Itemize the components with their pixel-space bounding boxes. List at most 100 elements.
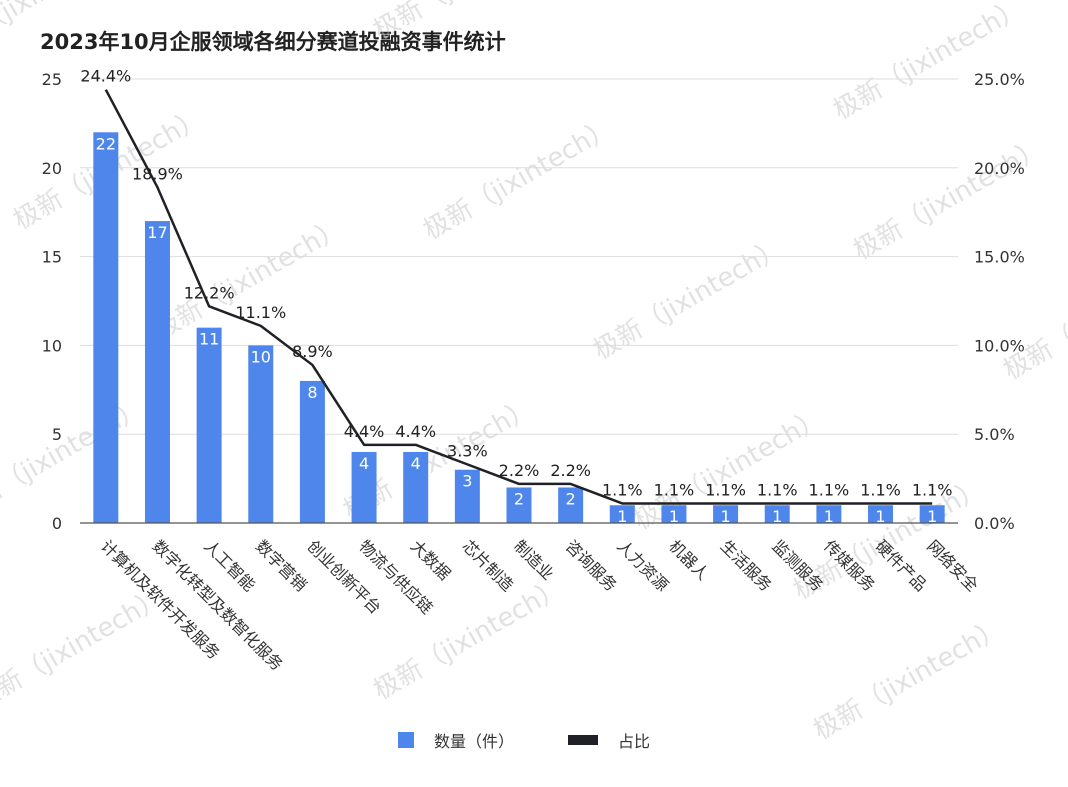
left-y-axis: 0 5 10 15 20 25 [42,70,62,533]
share-value-label: 1.1% [602,480,643,499]
bar-value-label: 1 [669,507,679,526]
share-value-label: 3.3% [447,441,488,460]
bar[interactable] [196,327,222,523]
watermark-text: 极新（jixintech） [589,233,790,366]
bar[interactable] [816,505,842,523]
legend-item-count[interactable]: 数量（件） [398,728,514,752]
watermark-text: 极新（jixintech） [0,583,169,716]
watermark-text: 极新（jixintech） [369,0,570,46]
x-category-label: 人力资源 [613,536,672,595]
bar-value-label: 2 [514,489,524,508]
share-value-label: 24.4% [80,67,131,86]
share-value-label: 2.2% [499,461,540,480]
watermark-text: 极新（jixintech） [689,0,890,6]
share-value-label: 4.4% [344,422,385,441]
bar-series [93,132,945,523]
share-value-label: 2.2% [550,461,591,480]
share-value-label: 8.9% [292,342,333,361]
bar-value-label: 4 [411,454,421,473]
bar[interactable] [248,345,274,523]
x-category-label: 生活服务 [717,536,776,595]
bar-value-label: 8 [307,383,317,402]
bar-value-label: 2 [566,489,576,508]
left-axis-tick: 0 [52,514,62,533]
gridlines [80,78,958,435]
watermark-text: 极新（jixintech） [809,613,1010,746]
share-value-label: 4.4% [395,422,436,441]
share-value-label: 11.1% [235,303,286,322]
line-series [104,89,933,505]
bar-value-label: 3 [462,472,472,491]
bar-value-label: 1 [772,507,782,526]
bar-value-label: 22 [96,134,116,153]
bar[interactable] [403,451,429,523]
share-value-label: 1.1% [757,480,798,499]
watermark-text: 极新（jixintech） [999,253,1068,386]
watermark-text: 极新（jixintech） [149,213,350,346]
legend-swatch-bar [398,732,414,748]
watermark-text: 极新（jixintech） [419,113,620,246]
bar-value-label: 1 [617,507,627,526]
bar[interactable] [93,132,119,523]
line-value-labels: 24.4% 18.9% 12.2%11.1% 8.9% 4.4% 4.4% 3.3% 2.2%… [80,67,952,500]
bar[interactable] [299,380,325,523]
x-category-label: 制造业 [510,536,557,583]
bar[interactable] [454,469,480,523]
bar[interactable] [764,505,790,523]
x-category-label: 机器人 [665,536,712,583]
bar-value-label: 1 [720,507,730,526]
right-axis-tick: 25.0% [974,70,1025,89]
bar[interactable] [351,451,377,523]
watermark-text: 极新（jixintech） [0,0,129,66]
bar[interactable] [506,487,532,523]
left-axis-tick: 15 [42,248,62,267]
bar[interactable] [713,505,739,523]
left-axis-tick: 25 [42,70,62,89]
bar[interactable] [144,221,170,523]
legend: 数量（件） 占比 [0,728,1068,754]
x-category-label: 芯片制造 [459,536,518,595]
share-value-label: 1.1% [912,480,953,499]
legend-swatch-line [568,735,598,745]
right-axis-tick: 0.0% [974,514,1015,533]
watermark-text: 极新（jixintech） [0,393,149,526]
bar-value-label: 17 [147,223,167,242]
bar-value-label: 1 [824,507,834,526]
share-value-label: 1.1% [654,480,695,499]
right-axis-tick: 20.0% [974,159,1025,178]
bar[interactable] [661,505,687,523]
share-value-label: 18.9% [132,164,183,183]
chart-title: 2023年10月企服领域各细分赛道投融资事件统计 [40,30,506,54]
right-axis-tick: 15.0% [974,248,1025,267]
x-category-label: 咨询服务 [562,536,621,595]
right-axis-tick: 5.0% [974,425,1015,444]
bar-value-label: 4 [359,454,369,473]
bar-value-label: 1 [927,507,937,526]
watermark-text: 极新（jixintech） [849,133,1050,266]
bar[interactable] [919,505,945,523]
bar[interactable] [868,505,894,523]
right-y-axis: 0.0% 5.0% 10.0% 15.0% 20.0% 25.0% [974,70,1025,533]
legend-label: 占比 [618,732,651,751]
x-category-label: 大数据 [407,536,454,583]
share-line[interactable] [104,89,933,505]
bar-value-label: 10 [251,347,271,366]
left-axis-tick: 5 [52,425,62,444]
share-value-label: 1.1% [705,480,746,499]
right-axis-tick: 10.0% [974,336,1025,355]
bar-value-label: 1 [875,507,885,526]
share-value-label: 1.1% [809,480,850,499]
legend-label: 数量（件） [434,732,515,751]
left-axis-tick: 20 [42,159,62,178]
bar[interactable] [558,487,584,523]
bar-value-label: 11 [199,330,219,349]
legend-item-share[interactable]: 占比 [568,728,650,752]
bar[interactable] [609,505,635,523]
watermark-text: 极新（jixintech） [829,0,1030,126]
share-value-label: 12.2% [184,283,235,302]
share-value-label: 1.1% [860,480,901,499]
left-axis-tick: 10 [42,336,62,355]
x-category-label: 数字营销 [252,536,311,595]
